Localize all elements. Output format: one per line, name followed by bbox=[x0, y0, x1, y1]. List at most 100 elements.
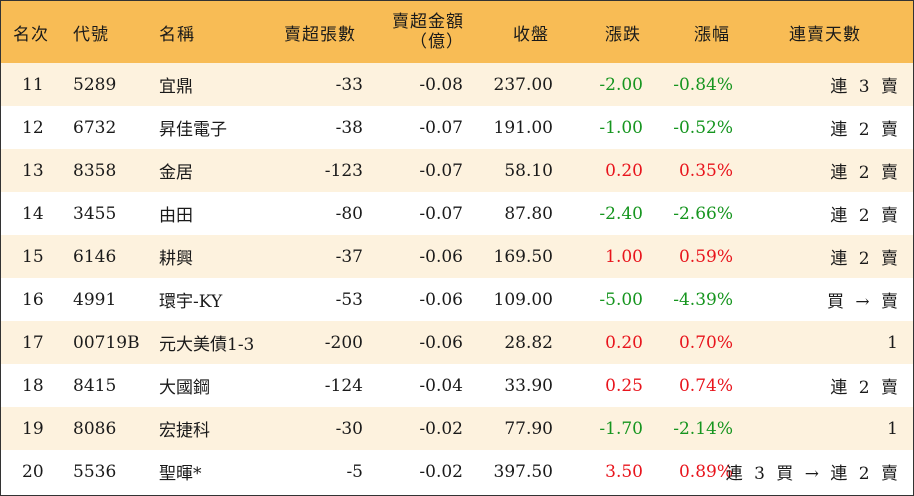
cell-close: 237.00 bbox=[493, 74, 553, 95]
header-pct: 漲幅 bbox=[694, 24, 730, 45]
cell-rank: 20 bbox=[22, 461, 44, 482]
cell-rank: 13 bbox=[22, 160, 44, 181]
header-close: 收盤 bbox=[513, 24, 549, 45]
table-row: 11 5289 宜鼎 -33 -0.08 237.00 -2.00 -0.84% 連 3 賣 bbox=[1, 63, 913, 106]
cell-name: 宏捷科 bbox=[159, 421, 210, 441]
cell-pct: 0.70% bbox=[678, 332, 733, 353]
cell-close: 58.10 bbox=[504, 160, 553, 181]
cell-sell-amount: -0.02 bbox=[419, 461, 463, 482]
cell-days: 連 2 賣 bbox=[830, 249, 901, 269]
cell-pct: -2.14% bbox=[673, 418, 733, 439]
cell-sell-lots: -53 bbox=[335, 289, 363, 310]
table-row: 13 8358 金居 -123 -0.07 58.10 0.20 0.35% 連 2 賣 bbox=[1, 149, 913, 192]
cell-rank: 12 bbox=[22, 117, 44, 138]
cell-days: 連 2 賣 bbox=[830, 120, 901, 140]
cell-sell-lots: -37 bbox=[335, 246, 363, 267]
cell-sell-amount: -0.07 bbox=[419, 160, 463, 181]
cell-sell-amount: -0.07 bbox=[419, 203, 463, 224]
cell-close: 169.50 bbox=[493, 246, 553, 267]
cell-pct: -0.52% bbox=[673, 117, 733, 138]
cell-sell-amount: -0.02 bbox=[419, 418, 463, 439]
cell-pct: 0.89% bbox=[678, 461, 733, 482]
cell-days: 連 3 買 → 連 2 賣 bbox=[725, 464, 901, 484]
cell-days: 連 2 賣 bbox=[830, 206, 901, 226]
cell-code: 8358 bbox=[73, 160, 117, 181]
cell-days: 連 3 賣 bbox=[830, 77, 901, 97]
header-code: 代號 bbox=[73, 24, 109, 45]
cell-change: -5.00 bbox=[599, 289, 643, 310]
cell-name: 耕興 bbox=[159, 249, 193, 269]
cell-rank: 19 bbox=[22, 418, 44, 439]
cell-close: 77.90 bbox=[504, 418, 553, 439]
cell-code: 8086 bbox=[73, 418, 117, 439]
cell-name: 元大美債1-3 bbox=[159, 335, 255, 355]
header-rank: 名次 bbox=[13, 24, 49, 45]
cell-code: 3455 bbox=[73, 203, 117, 224]
cell-pct: -0.84% bbox=[673, 74, 733, 95]
header-days: 連賣天數 bbox=[789, 24, 861, 45]
cell-days: 買 → 賣 bbox=[826, 292, 901, 312]
cell-pct: 0.74% bbox=[678, 375, 733, 396]
cell-name: 大國鋼 bbox=[159, 378, 210, 398]
cell-code: 6146 bbox=[73, 246, 117, 267]
cell-days: 連 2 賣 bbox=[830, 163, 901, 183]
cell-sell-amount: -0.04 bbox=[419, 375, 463, 396]
header-sell-amount-line2: （億） bbox=[410, 32, 464, 52]
cell-close: 397.50 bbox=[493, 461, 553, 482]
cell-change: 3.50 bbox=[605, 461, 643, 482]
table-row: 18 8415 大國鋼 -124 -0.04 33.90 0.25 0.74% 連 2 賣 bbox=[1, 364, 913, 407]
cell-sell-lots: -80 bbox=[335, 203, 363, 224]
cell-name: 昇佳電子 bbox=[159, 120, 227, 140]
cell-pct: 0.35% bbox=[678, 160, 733, 181]
header-sell-amount-line1: 賣超金額 bbox=[392, 12, 464, 32]
cell-pct: -4.39% bbox=[673, 289, 733, 310]
table-row: 20 5536 聖暉* -5 -0.02 397.50 3.50 0.89% 連 3 買 → 連… bbox=[1, 450, 913, 493]
cell-close: 87.80 bbox=[504, 203, 553, 224]
cell-sell-amount: -0.06 bbox=[419, 289, 463, 310]
cell-sell-amount: -0.07 bbox=[419, 117, 463, 138]
table-row: 16 4991 環宇-KY -53 -0.06 109.00 -5.00 -4.39% 買 → … bbox=[1, 278, 913, 321]
cell-change: -1.70 bbox=[599, 418, 643, 439]
cell-name: 聖暉* bbox=[159, 464, 202, 484]
cell-days: 1 bbox=[887, 418, 901, 439]
header-name: 名稱 bbox=[159, 24, 195, 45]
cell-pct: -2.66% bbox=[673, 203, 733, 224]
table-header: 名次 代號 名稱 賣超張數 賣超金額 （億） 收盤 漲跌 漲幅 連賣天數 bbox=[1, 1, 913, 64]
cell-rank: 17 bbox=[22, 332, 44, 353]
cell-change: -2.40 bbox=[599, 203, 643, 224]
header-sell-amount: 賣超金額 （億） bbox=[382, 1, 464, 63]
table-row: 15 6146 耕興 -37 -0.06 169.50 1.00 0.59% 連 2 賣 bbox=[1, 235, 913, 278]
cell-days: 1 bbox=[887, 332, 901, 353]
cell-close: 28.82 bbox=[504, 332, 553, 353]
table-row: 19 8086 宏捷科 -30 -0.02 77.90 -1.70 -2.14% 1 bbox=[1, 407, 913, 450]
cell-close: 33.90 bbox=[504, 375, 553, 396]
cell-rank: 15 bbox=[22, 246, 44, 267]
cell-code: 5536 bbox=[73, 461, 117, 482]
cell-sell-lots: -200 bbox=[324, 332, 363, 353]
cell-pct: 0.59% bbox=[678, 246, 733, 267]
cell-sell-amount: -0.06 bbox=[419, 246, 463, 267]
header-change: 漲跌 bbox=[605, 24, 641, 45]
cell-change: 0.20 bbox=[605, 332, 643, 353]
cell-change: -2.00 bbox=[599, 74, 643, 95]
cell-sell-lots: -33 bbox=[335, 74, 363, 95]
cell-sell-amount: -0.08 bbox=[419, 74, 463, 95]
table-row: 14 3455 由田 -80 -0.07 87.80 -2.40 -2.66% 連 2 賣 bbox=[1, 192, 913, 235]
cell-name: 環宇-KY bbox=[159, 292, 223, 312]
cell-days: 連 2 賣 bbox=[830, 378, 901, 398]
cell-rank: 16 bbox=[22, 289, 44, 310]
cell-sell-lots: -124 bbox=[324, 375, 363, 396]
cell-close: 109.00 bbox=[493, 289, 553, 310]
cell-name: 宜鼎 bbox=[159, 77, 193, 97]
cell-sell-lots: -5 bbox=[346, 461, 363, 482]
header-sell-lots: 賣超張數 bbox=[284, 24, 356, 45]
cell-sell-amount: -0.06 bbox=[419, 332, 463, 353]
cell-change: 0.20 bbox=[605, 160, 643, 181]
cell-change: -1.00 bbox=[599, 117, 643, 138]
cell-sell-lots: -30 bbox=[335, 418, 363, 439]
cell-code: 6732 bbox=[73, 117, 117, 138]
cell-close: 191.00 bbox=[493, 117, 553, 138]
cell-name: 由田 bbox=[159, 206, 193, 226]
cell-name: 金居 bbox=[159, 163, 193, 183]
